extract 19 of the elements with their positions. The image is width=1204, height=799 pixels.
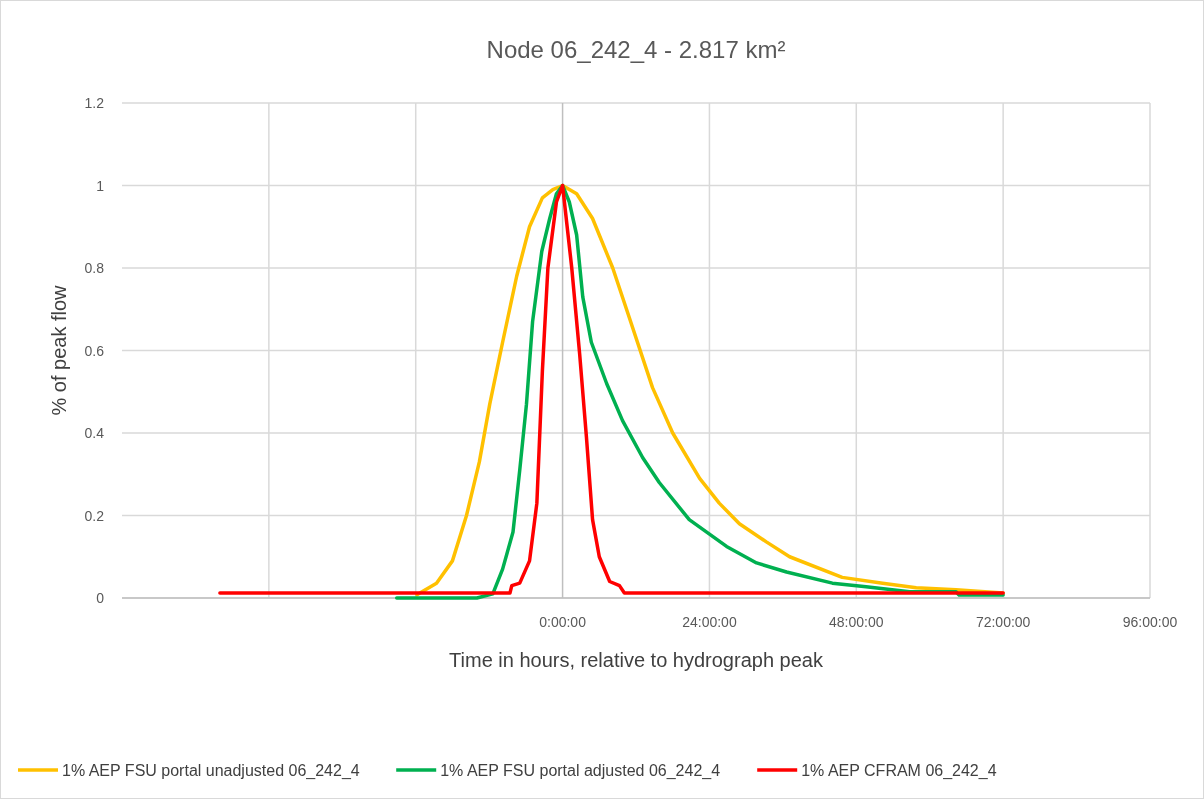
- legend-label: 1% AEP FSU portal adjusted 06_242_4: [440, 762, 721, 780]
- y-tick-label: 0.2: [84, 507, 105, 524]
- x-tick-label: 96:00:00: [1122, 614, 1178, 630]
- x-axis-title: Time in hours, relative to hydrograph peak: [449, 649, 824, 671]
- y-tick-label: 0.8: [84, 260, 105, 276]
- x-tick-label: 72:00:00: [975, 614, 1031, 630]
- chart-title: Node 06_242_4 - 2.817 km²: [486, 36, 786, 63]
- y-tick-label: 0.4: [84, 425, 105, 441]
- x-tick-label: 0:00:00: [539, 614, 587, 630]
- legend-label: 1% AEP FSU portal unadjusted 06_242_4: [62, 762, 360, 780]
- y-tick-label: 0: [96, 590, 105, 606]
- y-axis-title: % of peak flow: [48, 284, 70, 416]
- x-tick-label: 24:00:00: [682, 614, 737, 630]
- line-series: [218, 183, 1005, 595]
- x-tick-label: 48:00:00: [829, 614, 884, 630]
- y-tick-label: 1: [96, 177, 105, 194]
- legend-label: 1% AEP CFRAM 06_242_4: [801, 762, 997, 780]
- y-tick-label: 1.2: [84, 95, 105, 111]
- y-tick-label: 0.6: [84, 342, 105, 359]
